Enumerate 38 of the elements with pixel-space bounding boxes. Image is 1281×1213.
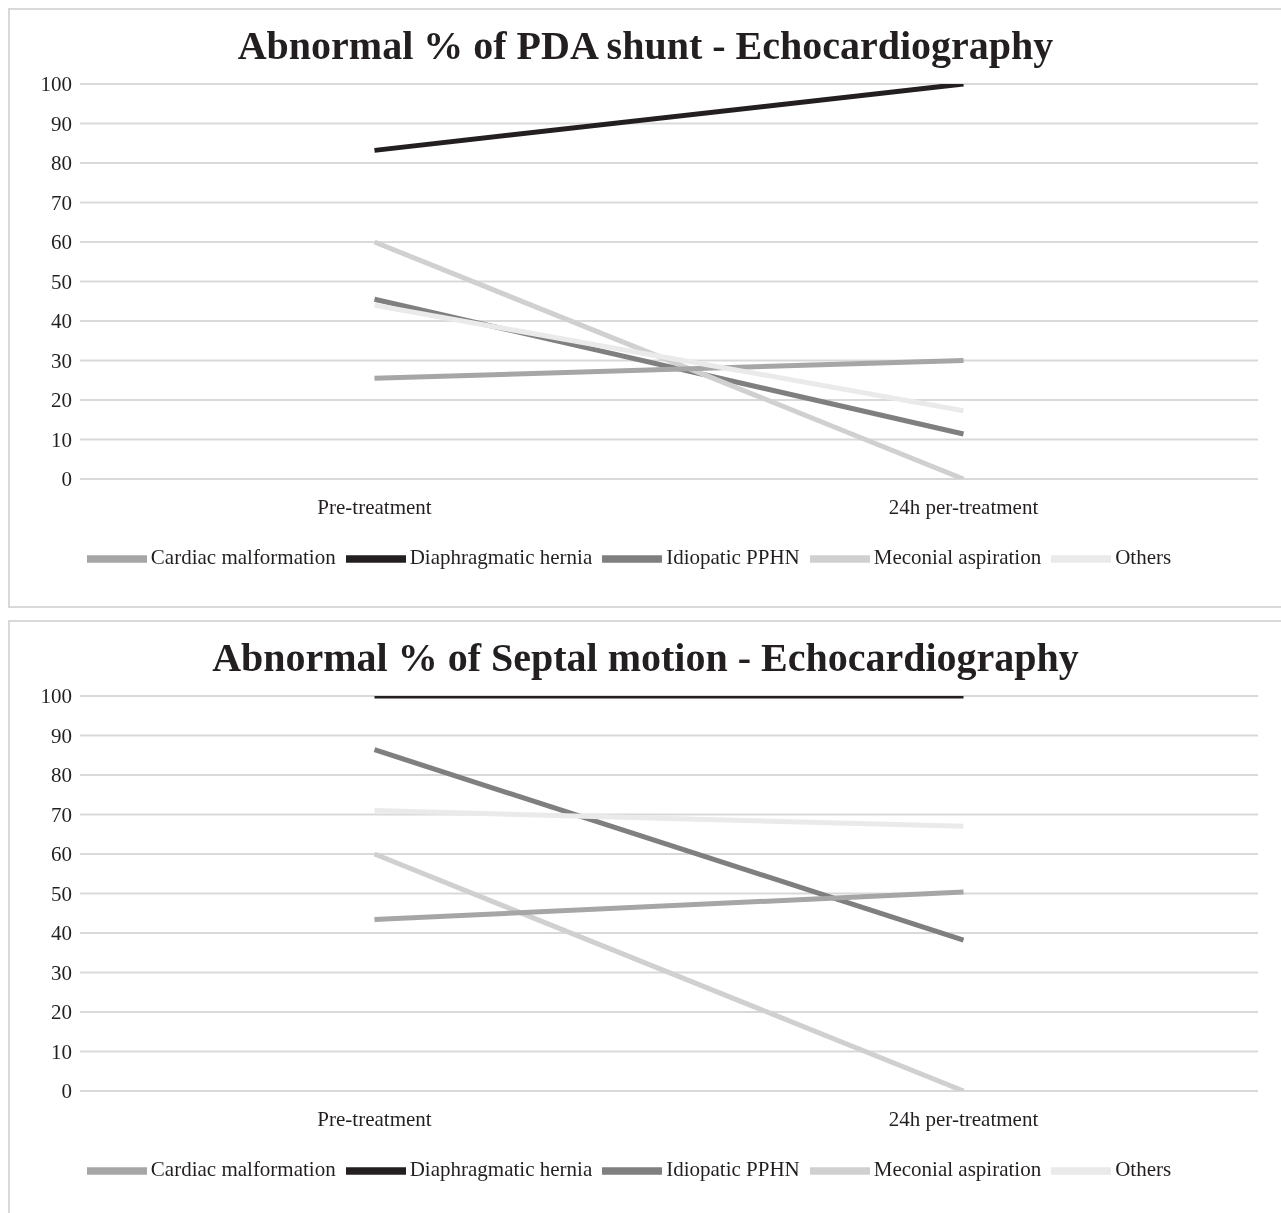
legend-label: Others (1115, 544, 1172, 569)
legend-label: Cardiac malformation (150, 544, 336, 569)
legend-label: Diaphragmatic hernia (409, 1156, 593, 1181)
x-tick-label: 24h per-treatment (888, 1106, 1039, 1131)
y-tick-label: 10 (51, 1039, 72, 1064)
chart-title: Abnormal % of Septal motion - Echocardiography (211, 634, 1080, 682)
legend-label: Idiopatic PPHN (666, 1156, 800, 1181)
legend-label: Idiopatic PPHN (666, 544, 800, 569)
y-tick-label: 30 (51, 960, 72, 985)
y-tick-label: 40 (51, 921, 72, 946)
y-tick-label: 20 (51, 1000, 72, 1025)
y-tick-label: 10 (51, 427, 72, 452)
y-tick-label: 90 (51, 723, 72, 748)
y-tick-label: 100 (40, 72, 72, 97)
y-tick-label: 70 (51, 802, 72, 827)
chart-title: Abnormal % of PDA shunt - Echocardiography (236, 22, 1055, 70)
y-tick-label: 60 (51, 230, 72, 255)
legend-label: Meconial aspiration (873, 1156, 1042, 1181)
y-tick-label: 80 (51, 151, 72, 176)
y-tick-label: 0 (61, 1079, 72, 1104)
y-tick-label: 60 (51, 842, 72, 867)
legend-label: Others (1115, 1156, 1172, 1181)
y-tick-label: 50 (51, 269, 72, 294)
x-tick-label: Pre-treatment (317, 494, 432, 519)
x-tick-label: 24h per-treatment (888, 494, 1039, 519)
legend-label: Cardiac malformation (150, 1156, 336, 1181)
x-tick-label: Pre-treatment (317, 1106, 432, 1131)
y-tick-label: 80 (51, 763, 72, 788)
y-tick-label: 70 (51, 190, 72, 215)
y-tick-label: 20 (51, 388, 72, 413)
y-tick-label: 90 (51, 111, 72, 136)
legend-label: Meconial aspiration (873, 544, 1042, 569)
legend-label: Diaphragmatic hernia (409, 544, 593, 569)
y-tick-label: 0 (61, 467, 72, 492)
y-tick-label: 30 (51, 348, 72, 373)
y-tick-label: 40 (51, 309, 72, 334)
y-tick-label: 50 (51, 881, 72, 906)
y-tick-label: 100 (40, 684, 72, 709)
